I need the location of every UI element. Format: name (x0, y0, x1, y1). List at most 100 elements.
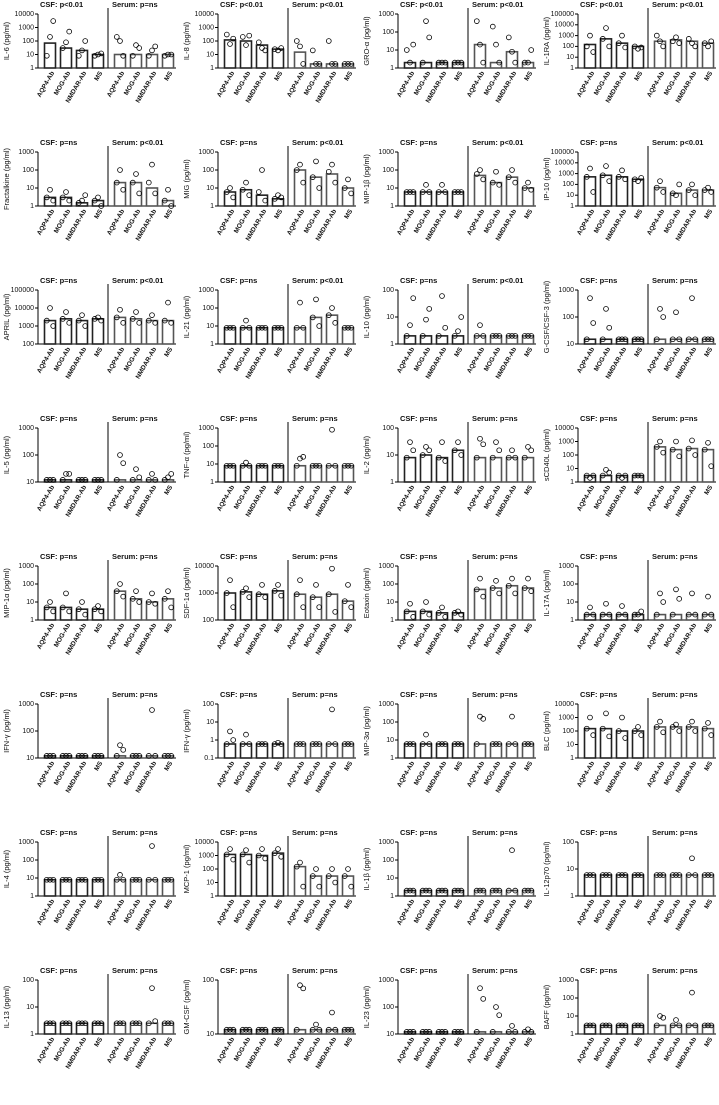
data-point (162, 596, 168, 602)
bar (669, 613, 683, 621)
data-point (133, 42, 139, 48)
data-point (136, 753, 143, 759)
data-point (660, 599, 666, 605)
group-label: CSF: p=ns (40, 138, 77, 147)
data-point (505, 582, 512, 589)
data-point (528, 588, 534, 594)
y-tick-label: 10 (566, 54, 574, 61)
bar (325, 173, 339, 207)
bar (451, 449, 465, 483)
data-point (603, 1022, 609, 1029)
y-tick-label: 100 (202, 167, 214, 174)
data-point (615, 611, 622, 618)
data-point (47, 876, 53, 883)
data-point (297, 577, 303, 583)
data-point (622, 735, 628, 741)
data-point (133, 1020, 139, 1027)
bar (419, 335, 433, 345)
y-axis-label: GRO-α (pg/ml) (362, 16, 371, 66)
data-point (262, 741, 269, 747)
bar (685, 189, 699, 207)
category-label: MS (703, 208, 714, 221)
data-point (146, 317, 152, 324)
data-point (489, 179, 496, 186)
y-axis-label: MIP-3α (pg/ml) (362, 706, 371, 756)
data-point (66, 471, 72, 477)
bar (75, 755, 89, 759)
y-tick-label: 100000 (551, 149, 574, 156)
bar (129, 878, 143, 897)
data-point (329, 161, 335, 168)
bar (43, 606, 57, 621)
data-point (590, 732, 596, 738)
y-tick-label: 1000 (558, 170, 574, 177)
y-tick-label: 10 (566, 599, 574, 606)
bar (521, 456, 535, 483)
y-tick-label: 1 (210, 479, 214, 486)
data-point (509, 1023, 515, 1029)
data-point (59, 194, 66, 201)
data-point (255, 324, 262, 331)
bar (43, 196, 57, 207)
data-point (505, 887, 512, 894)
data-point (82, 38, 88, 44)
y-tick-label: 100 (562, 839, 574, 846)
data-point (120, 320, 126, 326)
data-point (653, 611, 660, 618)
data-point (82, 323, 88, 329)
data-point (136, 474, 143, 481)
data-point (240, 741, 246, 747)
bar (685, 338, 699, 345)
data-point (410, 614, 417, 620)
bar (505, 50, 519, 69)
data-point (509, 167, 515, 173)
y-tick-label: 1 (210, 893, 214, 900)
data-point (480, 176, 487, 183)
category-label: MS (343, 346, 354, 359)
data-point (599, 336, 606, 343)
data-point (419, 189, 426, 195)
data-point (240, 1026, 246, 1033)
data-point (76, 876, 82, 883)
bar (145, 601, 159, 621)
y-axis-label: BAFF (pg/ml) (542, 984, 551, 1029)
data-point (259, 167, 265, 173)
group-label: CSF: p=ns (40, 690, 77, 699)
bar (271, 852, 285, 897)
data-point (521, 454, 528, 461)
data-point (297, 859, 303, 866)
data-point (606, 324, 612, 331)
data-point (271, 462, 278, 469)
data-point (689, 855, 695, 862)
data-point (701, 872, 708, 878)
data-point (165, 1020, 171, 1027)
data-point (98, 477, 104, 483)
data-point (348, 462, 355, 469)
data-point (297, 43, 303, 50)
category-label: MS (343, 1036, 354, 1049)
data-point (117, 452, 123, 458)
data-point (120, 1020, 126, 1027)
data-point (59, 753, 66, 759)
category-label: MS (703, 346, 714, 359)
data-point (82, 477, 88, 483)
bar (75, 878, 89, 897)
data-point (660, 729, 666, 736)
y-tick-label: 10000 (555, 425, 575, 432)
data-point (528, 1029, 534, 1035)
bar (701, 874, 715, 897)
data-point (293, 741, 300, 747)
data-point (435, 887, 442, 894)
bar (145, 755, 159, 759)
y-tick-label: 1000 (558, 563, 574, 570)
data-point (146, 753, 152, 759)
data-point (455, 1029, 461, 1035)
data-point (590, 611, 596, 618)
data-point (332, 609, 339, 615)
data-point (439, 1029, 445, 1035)
data-point (63, 309, 69, 315)
data-point (50, 323, 56, 329)
data-point (689, 590, 695, 597)
data-point (705, 720, 711, 726)
data-point (587, 165, 593, 172)
